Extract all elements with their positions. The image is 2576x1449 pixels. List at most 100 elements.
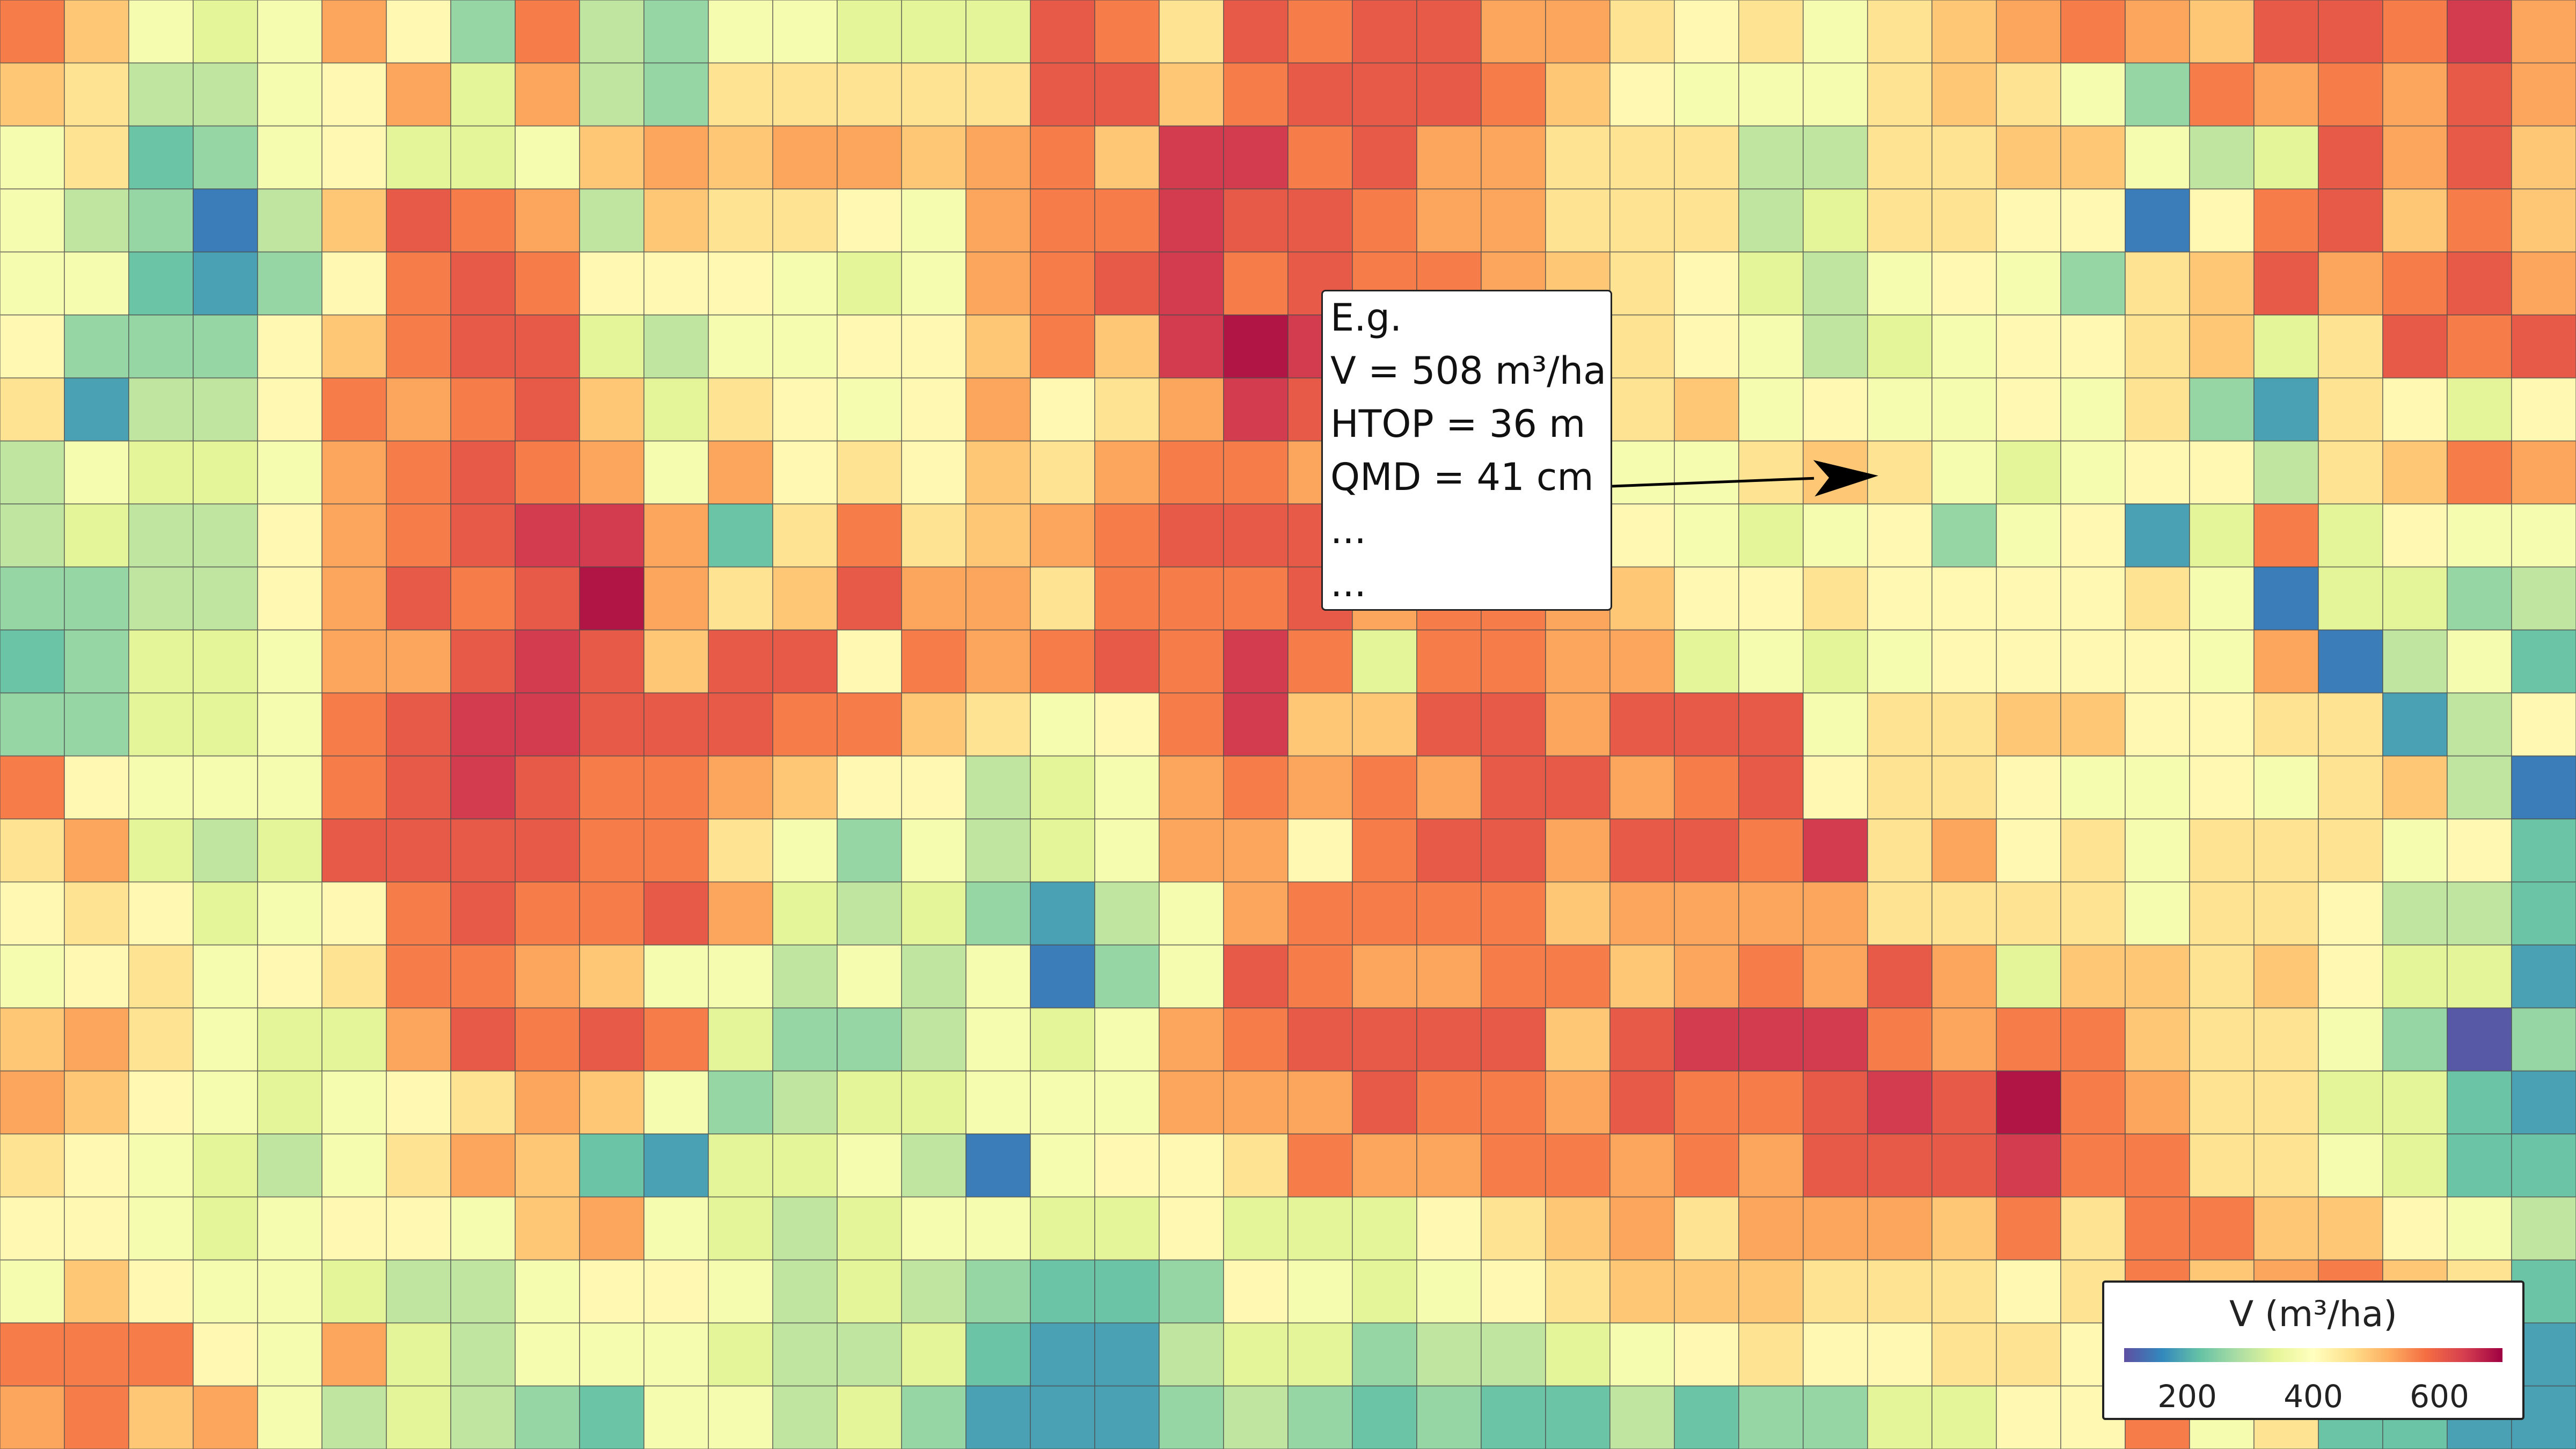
raster-cell[interactable] bbox=[2060, 503, 2126, 568]
raster-cell[interactable] bbox=[1931, 1259, 1997, 1324]
raster-cell[interactable] bbox=[450, 566, 516, 631]
raster-cell[interactable] bbox=[450, 314, 516, 379]
raster-cell[interactable] bbox=[1159, 377, 1224, 442]
raster-cell[interactable] bbox=[257, 1133, 323, 1198]
raster-cell[interactable] bbox=[579, 377, 645, 442]
raster-cell[interactable] bbox=[2189, 0, 2255, 64]
raster-cell[interactable] bbox=[1223, 692, 1289, 757]
raster-cell[interactable] bbox=[0, 314, 65, 379]
raster-cell[interactable] bbox=[386, 629, 451, 694]
raster-cell[interactable] bbox=[708, 1007, 773, 1072]
raster-cell[interactable] bbox=[2060, 188, 2126, 253]
raster-cell[interactable] bbox=[2447, 818, 2512, 883]
raster-cell[interactable] bbox=[2189, 692, 2255, 757]
raster-cell[interactable] bbox=[2382, 125, 2448, 190]
raster-cell[interactable] bbox=[579, 1007, 645, 1072]
raster-cell[interactable] bbox=[2447, 1007, 2512, 1072]
raster-cell[interactable] bbox=[1159, 251, 1224, 316]
raster-cell[interactable] bbox=[1352, 881, 1417, 946]
raster-cell[interactable] bbox=[2447, 62, 2512, 127]
raster-cell[interactable] bbox=[837, 125, 902, 190]
raster-cell[interactable] bbox=[2318, 566, 2383, 631]
raster-cell[interactable] bbox=[2511, 0, 2576, 64]
raster-cell[interactable] bbox=[2060, 944, 2126, 1009]
raster-cell[interactable] bbox=[1609, 503, 1675, 568]
raster-cell[interactable] bbox=[2447, 188, 2512, 253]
raster-cell[interactable] bbox=[386, 314, 451, 379]
raster-cell[interactable] bbox=[1094, 1070, 1160, 1135]
raster-cell[interactable] bbox=[1803, 314, 1868, 379]
raster-cell[interactable] bbox=[2125, 1196, 2190, 1261]
raster-cell[interactable] bbox=[1352, 1133, 1417, 1198]
raster-cell[interactable] bbox=[643, 818, 709, 883]
raster-cell[interactable] bbox=[1996, 251, 2061, 316]
raster-cell[interactable] bbox=[1738, 818, 1804, 883]
raster-cell[interactable] bbox=[1931, 1385, 1997, 1449]
raster-cell[interactable] bbox=[2060, 377, 2126, 442]
raster-cell[interactable] bbox=[2447, 1133, 2512, 1198]
raster-cell[interactable] bbox=[1030, 62, 1095, 127]
raster-cell[interactable] bbox=[2060, 629, 2126, 694]
raster-cell[interactable] bbox=[2318, 629, 2383, 694]
raster-cell[interactable] bbox=[64, 944, 129, 1009]
raster-cell[interactable] bbox=[708, 125, 773, 190]
raster-cell[interactable] bbox=[193, 755, 258, 820]
raster-cell[interactable] bbox=[1867, 314, 1933, 379]
raster-cell[interactable] bbox=[2318, 251, 2383, 316]
raster-cell[interactable] bbox=[1931, 188, 1997, 253]
raster-cell[interactable] bbox=[64, 1322, 129, 1387]
raster-cell[interactable] bbox=[386, 62, 451, 127]
raster-cell[interactable] bbox=[1094, 314, 1160, 379]
raster-cell[interactable] bbox=[193, 1133, 258, 1198]
raster-cell[interactable] bbox=[1352, 125, 1417, 190]
raster-cell[interactable] bbox=[1996, 692, 2061, 757]
raster-cell[interactable] bbox=[193, 503, 258, 568]
raster-cell[interactable] bbox=[2060, 0, 2126, 64]
raster-cell[interactable] bbox=[2125, 251, 2190, 316]
raster-cell[interactable] bbox=[257, 1322, 323, 1387]
raster-cell[interactable] bbox=[321, 566, 387, 631]
raster-cell[interactable] bbox=[1803, 881, 1868, 946]
raster-cell[interactable] bbox=[1223, 503, 1289, 568]
raster-cell[interactable] bbox=[257, 1196, 323, 1261]
raster-cell[interactable] bbox=[2318, 1007, 2383, 1072]
raster-cell[interactable] bbox=[0, 1385, 65, 1449]
raster-cell[interactable] bbox=[708, 566, 773, 631]
raster-cell[interactable] bbox=[2060, 1196, 2126, 1261]
raster-cell[interactable] bbox=[1609, 314, 1675, 379]
raster-cell[interactable] bbox=[643, 314, 709, 379]
raster-cell[interactable] bbox=[643, 377, 709, 442]
raster-cell[interactable] bbox=[965, 629, 1031, 694]
raster-cell[interactable] bbox=[1481, 755, 1546, 820]
raster-cell[interactable] bbox=[643, 1007, 709, 1072]
raster-cell[interactable] bbox=[1287, 1133, 1353, 1198]
raster-cell[interactable] bbox=[1738, 944, 1804, 1009]
raster-cell[interactable] bbox=[1223, 818, 1289, 883]
raster-cell[interactable] bbox=[1223, 755, 1289, 820]
raster-cell[interactable] bbox=[257, 755, 323, 820]
raster-cell[interactable] bbox=[1867, 755, 1933, 820]
raster-cell[interactable] bbox=[193, 881, 258, 946]
raster-cell[interactable] bbox=[1996, 188, 2061, 253]
raster-cell[interactable] bbox=[1416, 0, 1482, 64]
raster-cell[interactable] bbox=[0, 503, 65, 568]
raster-cell[interactable] bbox=[1674, 440, 1739, 505]
raster-cell[interactable] bbox=[2189, 314, 2255, 379]
raster-cell[interactable] bbox=[128, 1070, 194, 1135]
raster-cell[interactable] bbox=[965, 440, 1031, 505]
raster-cell[interactable] bbox=[643, 251, 709, 316]
raster-cell[interactable] bbox=[2511, 1007, 2576, 1072]
raster-cell[interactable] bbox=[1996, 1259, 2061, 1324]
raster-cell[interactable] bbox=[321, 188, 387, 253]
raster-cell[interactable] bbox=[515, 251, 580, 316]
raster-cell[interactable] bbox=[1867, 1070, 1933, 1135]
raster-cell[interactable] bbox=[772, 1322, 838, 1387]
raster-cell[interactable] bbox=[1159, 440, 1224, 505]
raster-cell[interactable] bbox=[2060, 1133, 2126, 1198]
raster-cell[interactable] bbox=[193, 1070, 258, 1135]
raster-cell[interactable] bbox=[2382, 1070, 2448, 1135]
raster-cell[interactable] bbox=[2253, 125, 2319, 190]
raster-cell[interactable] bbox=[1931, 755, 1997, 820]
raster-cell[interactable] bbox=[386, 125, 451, 190]
